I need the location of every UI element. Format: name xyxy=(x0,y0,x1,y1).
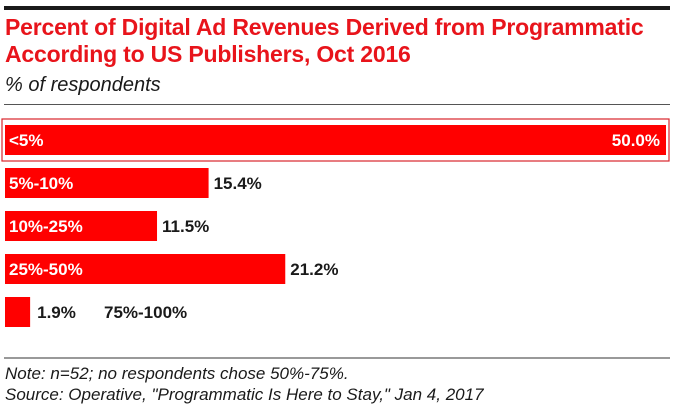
bar-chart: <5% 50.0% 5%-10% 15.4% 10%-25% 11.5% 25%-50% 21… xyxy=(1,118,670,327)
bar-10-25 xyxy=(5,211,158,241)
chart-subtitle: % of respondents xyxy=(5,74,161,96)
bar-75-100 xyxy=(5,297,31,327)
bar-5-10 xyxy=(5,168,209,198)
category-label-10-25: 10%-25% xyxy=(9,217,83,236)
value-label-25-50: 21.2% xyxy=(290,260,338,279)
chart-note: Note: n=52; no respondents chose 50%-75%… xyxy=(5,364,349,383)
chart-title: Percent of Digital Ad Revenues Derived f… xyxy=(5,14,644,67)
bar-25-50 xyxy=(5,254,286,284)
value-label-5: 50.0% xyxy=(612,131,660,150)
value-label-10-25: 11.5% xyxy=(162,217,209,236)
top-rule xyxy=(4,6,670,10)
value-label-75-100: 1.9% xyxy=(37,303,76,322)
bar-5 xyxy=(5,125,666,155)
category-label-5: <5% xyxy=(9,131,44,150)
header-divider xyxy=(4,104,670,105)
chart-source: Source: Operative, "Programmatic Is Here… xyxy=(5,385,484,404)
category-label-25-50: 25%-50% xyxy=(9,260,83,279)
footer-divider xyxy=(4,357,670,359)
value-label-5-10: 15.4% xyxy=(214,174,262,193)
category-label-5-10: 5%-10% xyxy=(9,174,73,193)
highlight-outline xyxy=(1,118,670,162)
category-label-75-100: 75%-100% xyxy=(104,303,187,322)
